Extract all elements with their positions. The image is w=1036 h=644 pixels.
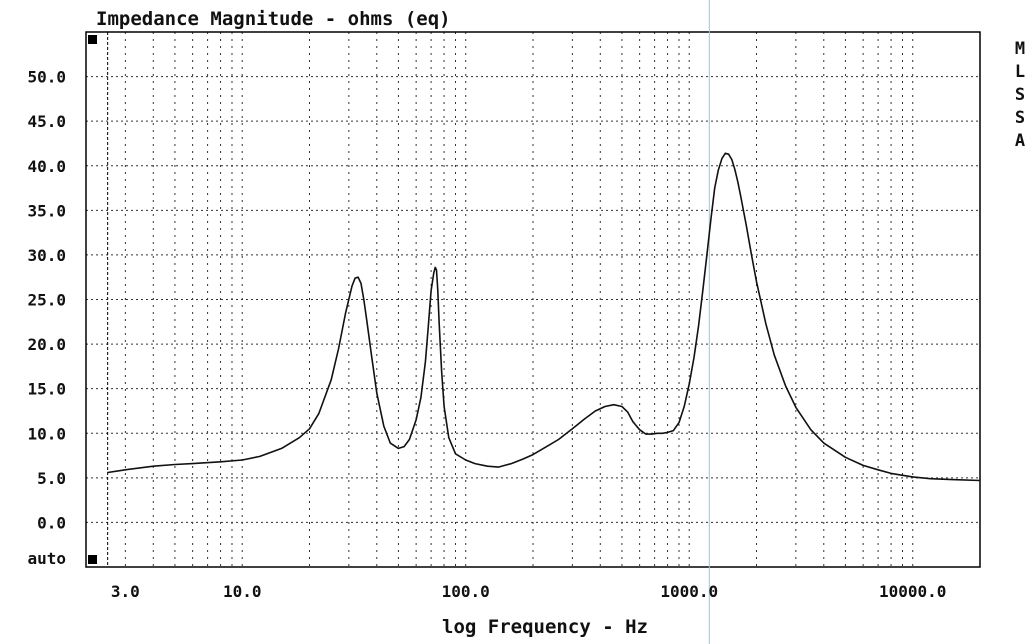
y-tick-label: 5.0 — [37, 469, 66, 488]
x-tick-label: 10.0 — [223, 582, 262, 601]
top-marker-square — [88, 35, 97, 44]
plot-frame — [85, 31, 981, 568]
y-tick-label: 20.0 — [27, 335, 66, 354]
grid — [85, 32, 981, 567]
chart-title: Impedance Magnitude - ohms (eq) — [96, 8, 451, 30]
x-tick-labels: 3.0 10.0 100.0 1000.0 10000.0 — [111, 582, 947, 601]
x-tick-label: 100.0 — [442, 582, 490, 601]
y-tick-label: 35.0 — [27, 201, 66, 220]
x-axis-label: log Frequency - Hz — [442, 616, 648, 638]
y-tick-label: 10.0 — [27, 424, 66, 443]
side-label-letter: S — [1015, 108, 1025, 128]
side-label-letter: S — [1015, 85, 1025, 105]
side-label-letter: A — [1015, 131, 1025, 151]
y-tick-label: 0.0 — [37, 513, 66, 532]
bottom-marker-square — [88, 555, 97, 564]
y-tick-label: 45.0 — [27, 112, 66, 131]
y-tick-label: 15.0 — [27, 380, 66, 399]
x-tick-label: 1000.0 — [660, 582, 718, 601]
y-tick-labels: 50.0 45.0 40.0 35.0 30.0 25.0 20.0 15.0 10.0 5.0 0… — [27, 68, 66, 568]
x-tick-label: 10000.0 — [879, 582, 946, 601]
x-tick-label: 3.0 — [111, 582, 140, 601]
y-tick-label: 50.0 — [27, 68, 66, 87]
y-tick-label: 25.0 — [27, 291, 66, 310]
side-label-letter: M — [1015, 39, 1025, 59]
impedance-curve — [107, 152, 981, 482]
side-label-letter: L — [1015, 62, 1025, 82]
y-tick-label: auto — [27, 549, 66, 568]
y-tick-label: 30.0 — [27, 246, 66, 265]
y-tick-label: 40.0 — [27, 157, 66, 176]
